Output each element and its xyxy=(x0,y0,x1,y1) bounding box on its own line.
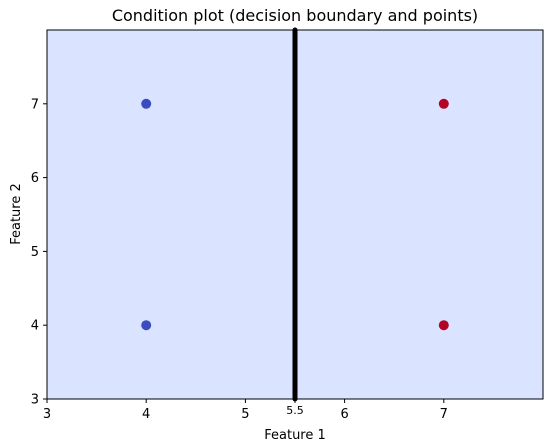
x-tick-label: 7 xyxy=(440,407,448,422)
chart-title: Condition plot (decision boundary and po… xyxy=(112,6,478,25)
y-axis-label: Feature 2 xyxy=(9,183,24,245)
x-axis-ticks: 3 4 5 5.5 6 7 xyxy=(43,399,448,422)
x-tick-label: 3 xyxy=(43,407,51,422)
x-tick-label: 5.5 xyxy=(286,404,304,417)
y-tick-label: 5 xyxy=(31,245,39,260)
y-tick-label: 4 xyxy=(31,319,39,334)
x-tick-label: 4 xyxy=(142,407,150,422)
data-point-2 xyxy=(141,320,152,331)
y-tick-label: 3 xyxy=(31,393,39,408)
data-point-4 xyxy=(438,320,449,331)
y-axis-ticks: 3 4 5 6 7 xyxy=(31,97,47,408)
y-tick-label: 7 xyxy=(31,97,39,112)
points-layer xyxy=(141,98,449,331)
x-axis-label: Feature 1 xyxy=(264,428,326,441)
y-tick-label: 6 xyxy=(31,171,39,186)
data-point-1 xyxy=(141,98,152,109)
x-tick-label: 5 xyxy=(241,407,249,422)
data-point-3 xyxy=(438,98,449,109)
x-tick-label: 6 xyxy=(340,407,348,422)
